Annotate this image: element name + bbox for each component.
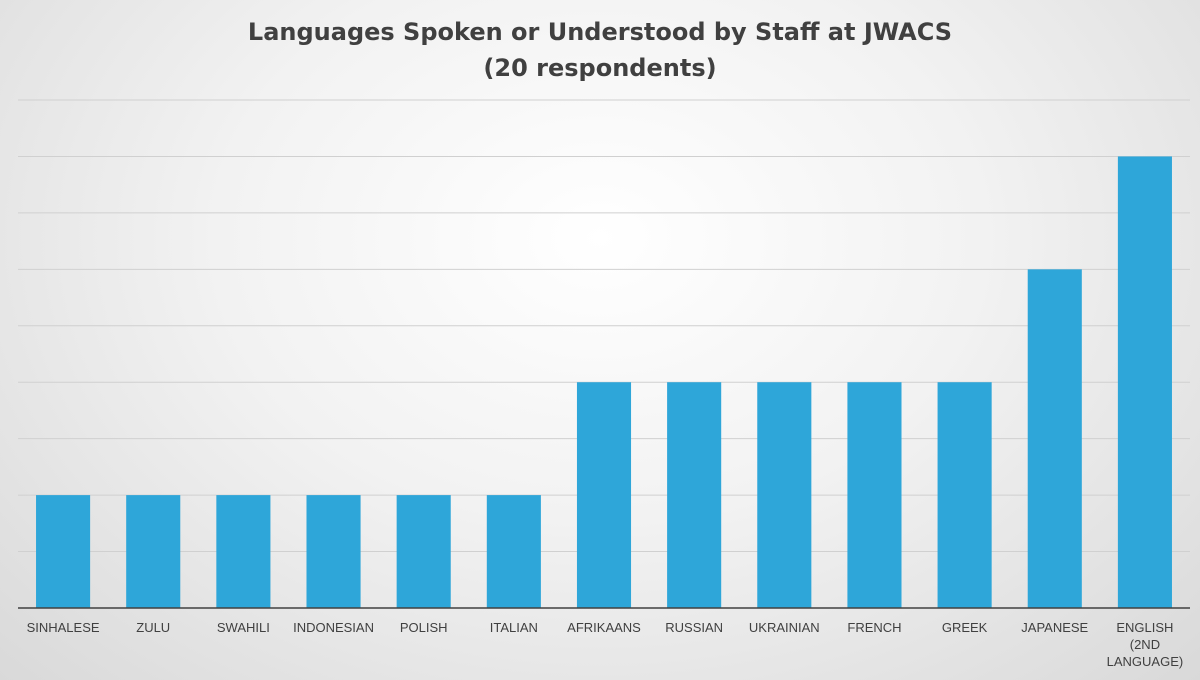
chart-title-block: Languages Spoken or Understood by Staff … xyxy=(0,14,1200,86)
bar xyxy=(1027,269,1082,608)
bar xyxy=(396,495,451,608)
x-tick-label: POLISH xyxy=(400,620,448,635)
bar xyxy=(847,382,902,608)
x-tick-label: ENGLISH (2ND LANGUAGE) xyxy=(1107,620,1184,669)
bar xyxy=(576,382,632,608)
chart-subtitle: (20 respondents) xyxy=(483,54,717,82)
bar xyxy=(126,495,181,608)
x-tick-label: GREEK xyxy=(942,620,988,635)
x-tick-label: AFRIKAANS xyxy=(567,620,641,635)
x-tick-label: FRENCH xyxy=(847,620,901,635)
x-tick-label: JAPANESE xyxy=(1021,620,1088,635)
bar xyxy=(216,495,271,608)
bar xyxy=(306,495,361,608)
bar xyxy=(486,495,541,608)
x-tick-label: SINHALESE xyxy=(27,620,100,635)
x-tick-label: ZULU xyxy=(136,620,170,635)
x-tick-label: INDONESIAN xyxy=(293,620,374,635)
x-tick-label: UKRAINIAN xyxy=(749,620,820,635)
x-tick-label: RUSSIAN xyxy=(665,620,723,635)
bar xyxy=(757,382,812,608)
bar xyxy=(1117,156,1172,608)
chart-title: Languages Spoken or Understood by Staff … xyxy=(247,18,953,46)
x-tick-label: SWAHILI xyxy=(217,620,270,635)
bar xyxy=(937,382,992,608)
x-tick-label: ITALIAN xyxy=(490,620,538,635)
bar xyxy=(667,382,722,608)
bar xyxy=(36,495,91,608)
